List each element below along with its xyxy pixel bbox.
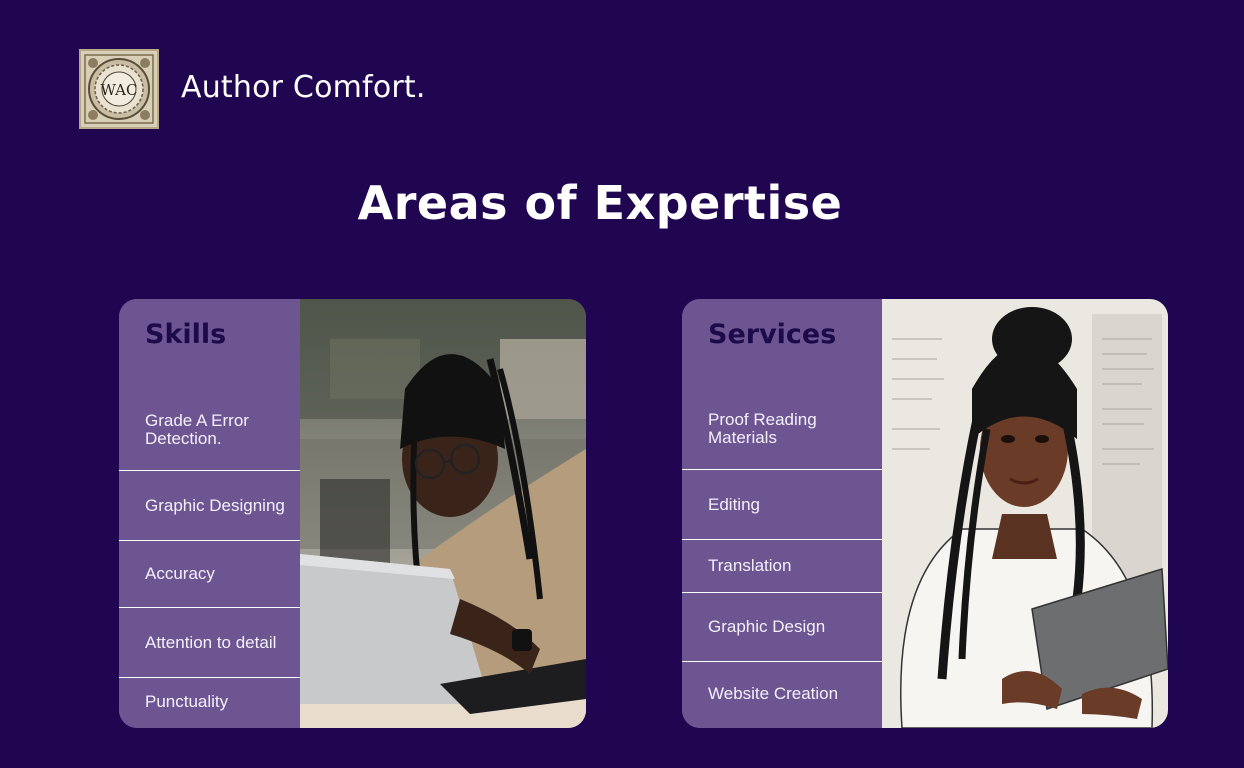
skill-item-label: Punctuality [145, 692, 229, 711]
skill-item-label-cont: Detection. [145, 428, 222, 448]
brand-name: Author Comfort. [181, 70, 426, 105]
skill-item-label: Graphic Designing [145, 495, 285, 515]
service-item-label: Translation [708, 556, 792, 575]
brand-logo[interactable]: WAC [79, 49, 159, 129]
service-item-label: Website Creation [708, 684, 839, 703]
skill-item: Punctuality [119, 678, 300, 726]
page-title: Areas of Expertise [357, 176, 843, 230]
skill-item: Attention to detail [119, 608, 300, 678]
skills-list-panel: Skills Grade A Error Detection. Graphic … [119, 299, 300, 728]
service-item: Editing [682, 470, 882, 540]
service-item: Proof Reading Materials [682, 389, 882, 470]
skill-item: Graphic Designing [119, 471, 300, 541]
skills-title: Skills [145, 319, 227, 350]
woman-at-laptop-photo [300, 299, 586, 728]
services-list-panel: Services Proof Reading Materials Editing… [682, 299, 882, 728]
service-item-label: Proof Reading [708, 410, 817, 429]
service-item-label-cont: Materials [708, 428, 777, 447]
service-item: Website Creation [682, 662, 882, 726]
skill-item-label: Grade A Error [145, 410, 249, 430]
woman-holding-folder-illustration [882, 299, 1168, 728]
skill-item-label: Attention to detail [145, 632, 277, 652]
services-title: Services [708, 319, 837, 350]
service-item: Graphic Design [682, 593, 882, 662]
skill-item-label: Accuracy [145, 564, 215, 583]
skill-item: Grade A Error Detection. [119, 389, 300, 471]
service-item-label: Graphic Design [708, 617, 826, 636]
skills-card: Skills Grade A Error Detection. Graphic … [119, 299, 586, 728]
service-item: Translation [682, 540, 882, 593]
services-card: Services Proof Reading Materials Editing… [682, 299, 1168, 728]
skill-item: Accuracy [119, 541, 300, 608]
service-item-label: Editing [708, 494, 760, 514]
logo-monogram: WAC [101, 81, 138, 99]
